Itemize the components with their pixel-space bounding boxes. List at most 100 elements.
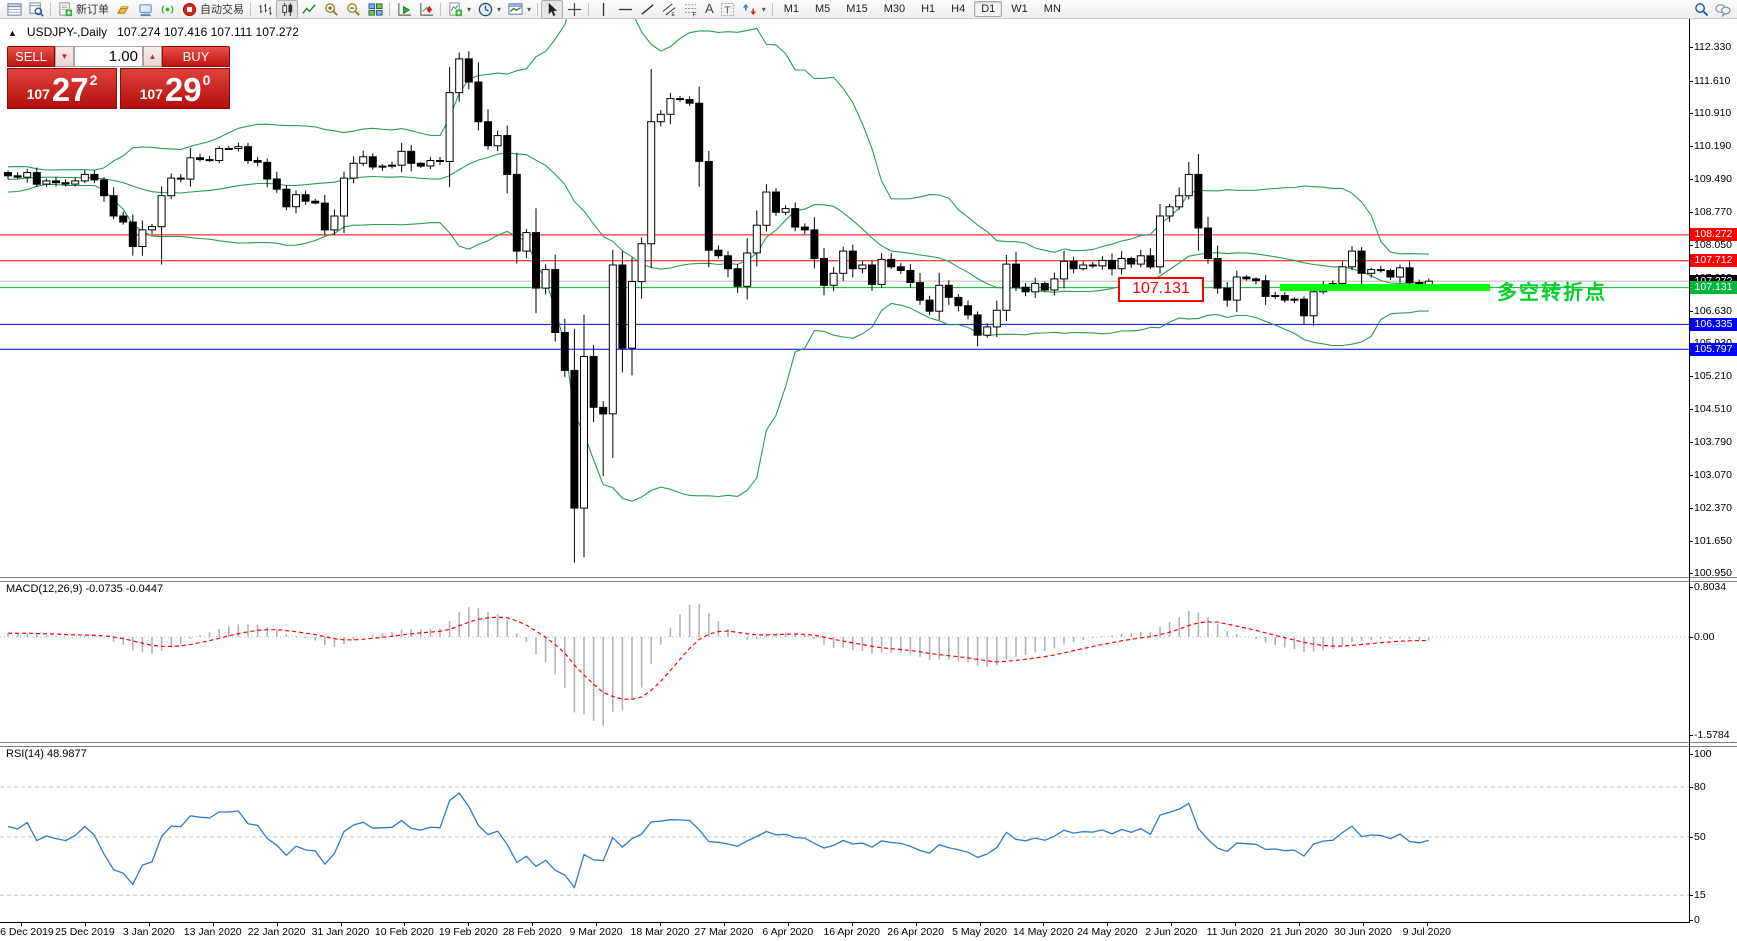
price-annotation-box[interactable]: 107.131 bbox=[1118, 277, 1204, 302]
candle bbox=[647, 121, 656, 245]
timeframe-m5-button[interactable]: M5 bbox=[815, 3, 831, 15]
mql-community-button[interactable] bbox=[134, 1, 156, 18]
label-tool-button[interactable]: T bbox=[717, 1, 739, 18]
date-tick-label: 2 Jun 2020 bbox=[1145, 926, 1198, 938]
candle bbox=[1396, 267, 1404, 278]
macd-panel-chart[interactable] bbox=[0, 580, 1689, 743]
zoom-out-button[interactable] bbox=[342, 1, 364, 18]
buy-button[interactable]: BUY bbox=[162, 46, 230, 67]
timeframe-d1-button[interactable]: D1 bbox=[974, 1, 1003, 17]
timeframe-m1-button[interactable]: M1 bbox=[783, 3, 800, 15]
timeframe-mn-button[interactable]: MN bbox=[1043, 3, 1061, 15]
cursor-tool-button[interactable] bbox=[541, 0, 564, 19]
signal-icon bbox=[159, 1, 175, 17]
candle bbox=[282, 188, 291, 208]
search-button[interactable] bbox=[1690, 1, 1712, 18]
periods-button[interactable]: ▾ bbox=[474, 1, 504, 18]
date-tick bbox=[468, 923, 470, 926]
date-tick bbox=[596, 923, 598, 926]
timeframe-m30-button[interactable]: M30 bbox=[883, 3, 906, 15]
date-tick bbox=[1362, 923, 1364, 926]
chat-button[interactable] bbox=[1712, 1, 1734, 18]
candle bbox=[1165, 206, 1174, 217]
candlestick-mode-button[interactable] bbox=[276, 0, 298, 19]
candle bbox=[196, 157, 204, 161]
toolbar-separator bbox=[389, 2, 390, 16]
rsi-label: RSI(14) 48.9877 bbox=[6, 748, 87, 760]
timeframe-m15-button[interactable]: M15 bbox=[846, 3, 868, 15]
sell-price-base: 107 bbox=[26, 86, 50, 102]
autotrading-label: 自动交易 bbox=[200, 4, 244, 16]
collapse-chart-icon[interactable]: ▲ bbox=[8, 28, 17, 38]
candle bbox=[791, 208, 800, 228]
zoom-out-icon bbox=[345, 1, 361, 17]
vertical-line-tool-button[interactable] bbox=[592, 1, 614, 18]
autotrading-button[interactable]: 自动交易 bbox=[178, 1, 247, 18]
turning-point-text[interactable]: 多空转折点 bbox=[1497, 282, 1607, 304]
price-tick-label: 103.070 bbox=[1694, 469, 1732, 482]
candle bbox=[1031, 283, 1040, 293]
line-chart-mode-button[interactable] bbox=[298, 1, 320, 18]
svg-text:T: T bbox=[724, 5, 731, 16]
sell-price-panel[interactable]: 107 27 2 bbox=[7, 68, 117, 109]
price-tick-label: 110.910 bbox=[1694, 106, 1732, 119]
trendline-tool-button[interactable] bbox=[636, 1, 658, 18]
candle bbox=[61, 182, 70, 185]
candle bbox=[1252, 278, 1260, 282]
sell-button[interactable]: SELL bbox=[7, 46, 55, 67]
indicators-button[interactable]: ▾ bbox=[444, 1, 474, 18]
search-icon bbox=[1693, 1, 1709, 17]
candle bbox=[858, 264, 867, 270]
horizontal-line-tool-button[interactable] bbox=[614, 1, 636, 18]
tester-start-button[interactable] bbox=[393, 1, 415, 18]
tile-windows-button[interactable] bbox=[364, 1, 386, 18]
tester-stop-button[interactable] bbox=[415, 1, 437, 18]
new-order-icon bbox=[57, 1, 73, 17]
timeframe-h1-button[interactable]: H1 bbox=[921, 3, 936, 15]
candle bbox=[272, 178, 281, 190]
price-tick bbox=[1689, 245, 1693, 247]
candle bbox=[1300, 298, 1308, 317]
zoom-in-button[interactable] bbox=[320, 1, 342, 18]
candle bbox=[484, 121, 492, 147]
candle bbox=[1367, 269, 1376, 274]
fibonacci-tool-button[interactable]: F bbox=[680, 1, 702, 18]
buy-price-panel[interactable]: 107 29 0 bbox=[120, 68, 230, 109]
timeframe-w1-button[interactable]: W1 bbox=[1011, 3, 1028, 15]
date-tick bbox=[340, 923, 342, 926]
toolbar-separator bbox=[250, 2, 251, 16]
turning-point-segment bbox=[1280, 284, 1490, 292]
panel-splitter-rsi[interactable] bbox=[0, 742, 1737, 747]
candle bbox=[512, 173, 521, 252]
new-order-button[interactable]: 新订单 bbox=[54, 1, 112, 18]
main-price-chart[interactable] bbox=[0, 19, 1689, 578]
candle bbox=[1050, 278, 1059, 291]
crosshair-tool-button[interactable] bbox=[563, 1, 585, 18]
signals-button[interactable] bbox=[156, 1, 178, 18]
candle bbox=[503, 135, 512, 175]
templates-button[interactable]: ▾ bbox=[504, 1, 534, 18]
rsi-tick-label: 0 bbox=[1694, 914, 1700, 926]
macd-tick-label: -1.5784 bbox=[1694, 729, 1730, 742]
candle bbox=[829, 272, 838, 286]
candle bbox=[128, 221, 137, 247]
rsi-panel-chart[interactable] bbox=[0, 745, 1689, 923]
market-watch-button[interactable] bbox=[3, 1, 25, 18]
candle bbox=[800, 226, 809, 231]
bar-chart-mode-button[interactable] bbox=[254, 1, 276, 18]
volume-up-button[interactable]: ▲ bbox=[143, 46, 162, 67]
macd-tick-label: 0.00 bbox=[1694, 631, 1715, 643]
panel-splitter-macd[interactable] bbox=[0, 577, 1737, 582]
price-badge: 107.131 bbox=[1690, 281, 1737, 295]
deposit-button[interactable] bbox=[112, 1, 134, 18]
channel-tool-button[interactable]: E bbox=[658, 1, 680, 18]
main-toolbar: 新订单 自动交易 ▾ ▾ ▾ E F A T ▾ M bbox=[0, 0, 1737, 19]
volume-down-button[interactable]: ▼ bbox=[55, 46, 74, 67]
price-tick bbox=[1689, 376, 1693, 378]
text-tool-button[interactable]: A bbox=[702, 1, 717, 18]
data-window-button[interactable] bbox=[25, 1, 47, 18]
volume-input[interactable] bbox=[74, 46, 143, 67]
rsi-tick bbox=[1689, 753, 1693, 755]
timeframe-h4-button[interactable]: H4 bbox=[951, 3, 966, 15]
arrows-tool-button[interactable]: ▾ bbox=[739, 1, 769, 18]
